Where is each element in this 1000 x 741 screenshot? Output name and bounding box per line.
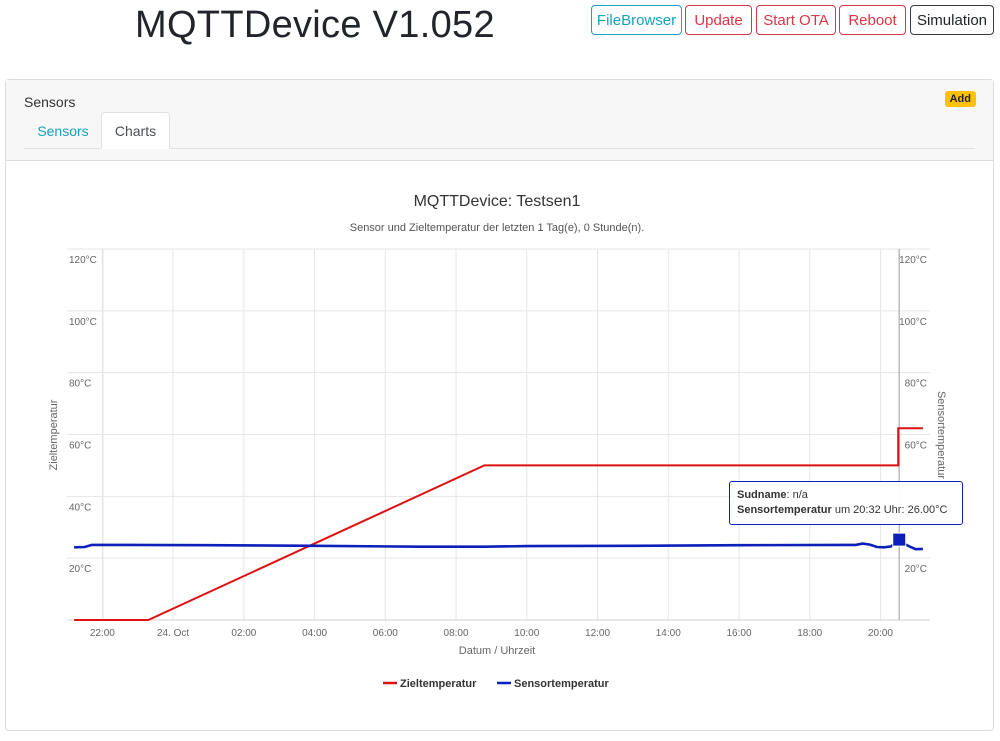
simulation-button[interactable]: Simulation [910,5,994,35]
y-tick-label-left: 80°C [69,379,91,390]
y-tick-label-right: 100°C [899,317,927,328]
y-tick-label-left: 60°C [69,441,91,452]
y-axis-label-right: Sensortemperatur [935,391,947,479]
tabs-divider [24,148,975,149]
y-tick-label-left: 40°C [69,502,91,513]
filebrowser-button[interactable]: FileBrowser [591,5,682,35]
highlight-point-marker [892,532,907,547]
y-tick-label-right: 20°C [905,564,927,575]
tooltip-key-1: Sudname [737,489,787,501]
x-tick-label: 20:00 [868,628,893,639]
legend-item-label[interactable]: Sensortemperatur [514,678,609,690]
y-tick-label-right: 120°C [899,255,927,266]
x-tick-label: 24. Oct [157,628,189,639]
y-axis-label-left: Zieltemperatur [48,399,60,470]
y-tick-label-left: 120°C [69,255,97,266]
sensors-card: Sensors Add Sensors Charts [5,79,994,731]
y-tick-label-left: 20°C [69,564,91,575]
x-tick-label: 18:00 [797,628,822,639]
x-tick-label: 02:00 [231,628,256,639]
start-ota-button[interactable]: Start OTA [756,5,836,35]
tooltip-value-1: : n/a [786,489,808,501]
y-tick-label-left: 100°C [69,317,97,328]
x-tick-label: 22:00 [90,628,115,639]
x-tick-label: 10:00 [514,628,539,639]
app-title: MQTTDevice V1.052 [135,4,495,46]
y-tick-label-right: 60°C [905,441,927,452]
x-tick-label: 12:00 [585,628,610,639]
legend-item-label[interactable]: Zieltemperatur [400,678,477,690]
x-tick-label: 14:00 [656,628,681,639]
x-tick-label: 08:00 [444,628,469,639]
card-header: Sensors Add Sensors Charts [6,80,993,161]
card-title: Sensors [24,94,76,110]
tab-charts[interactable]: Charts [101,112,170,149]
x-axis-label: Datum / Uhrzeit [459,645,535,657]
update-button[interactable]: Update [685,5,752,35]
x-tick-label: 06:00 [373,628,398,639]
x-tick-label: 16:00 [726,628,751,639]
tooltip-key-2: Sensortemperatur [737,504,832,516]
chart-subtitle: Sensor und Zieltemperatur der letzten 1 … [350,222,645,234]
tooltip-value-2: um 20:32 Uhr: 26.00°C [831,504,948,516]
series-line-sensortemperatur [74,537,923,551]
y-tick-label-right: 80°C [905,379,927,390]
chart-title: MQTTDevice: Testsen1 [414,193,581,210]
tab-sensors[interactable]: Sensors [37,122,89,139]
reboot-button[interactable]: Reboot [839,5,906,35]
chart-tooltip: Sudname: n/a Sensortemperatur um 20:32 U… [729,481,963,525]
series-line-zieltemperatur [74,427,923,621]
add-button[interactable]: Add [944,91,976,107]
x-tick-label: 04:00 [302,628,327,639]
